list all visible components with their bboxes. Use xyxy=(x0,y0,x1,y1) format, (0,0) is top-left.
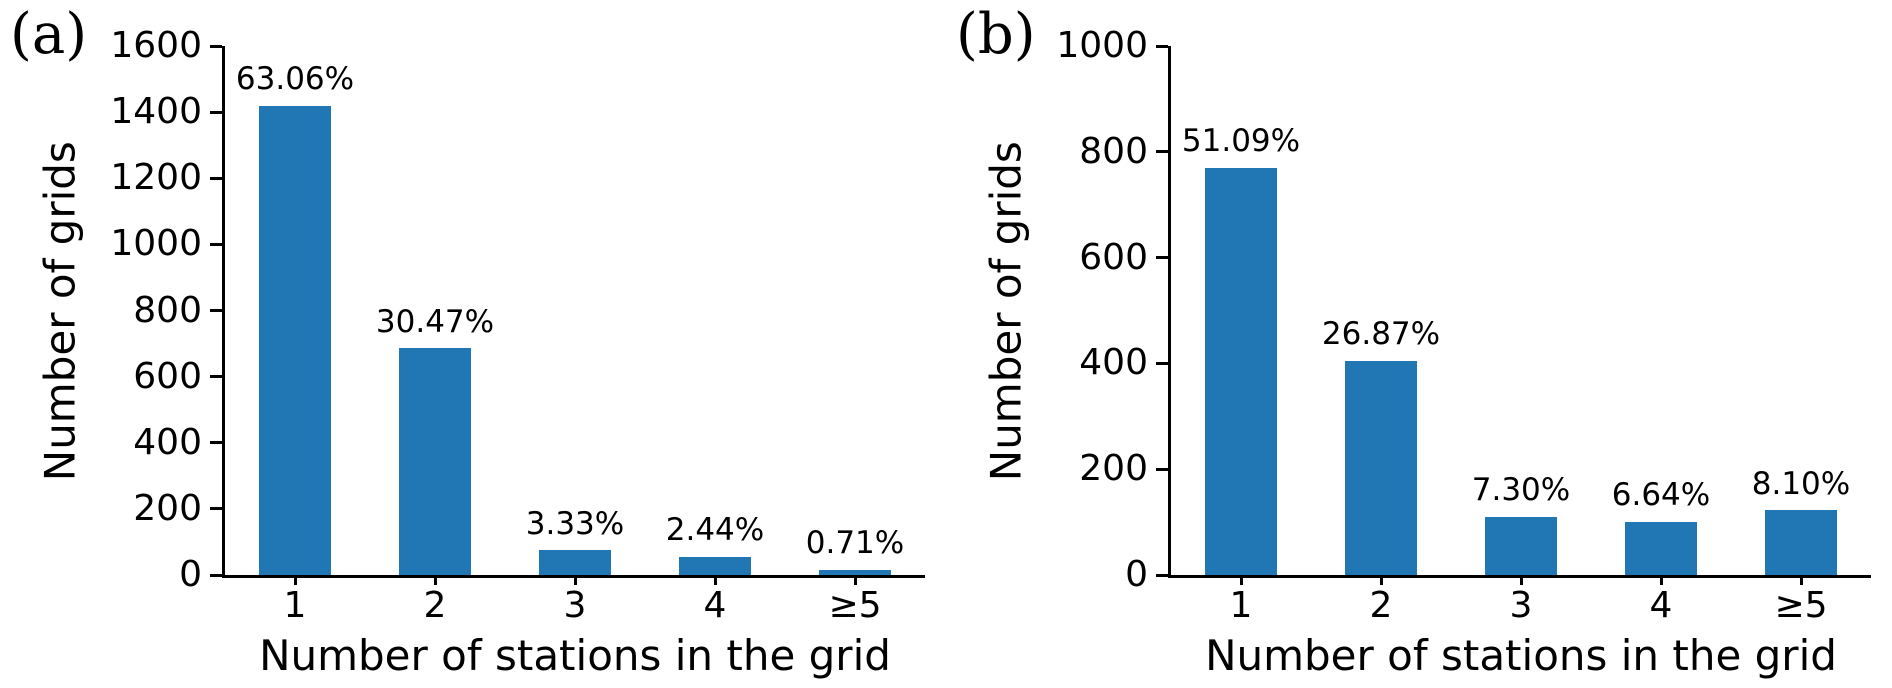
y-tick-label: 1200 xyxy=(110,157,202,199)
y-tick-label: 1600 xyxy=(110,25,202,66)
y-tick-mark xyxy=(1156,467,1168,471)
y-tick-mark xyxy=(210,242,222,246)
x-tick-mark xyxy=(713,575,717,585)
x-tick-mark xyxy=(293,575,297,585)
x-tick-label: 4 xyxy=(703,585,727,626)
panel-a-label: (a) xyxy=(10,2,88,67)
bar-value-label: 6.64% xyxy=(1611,477,1711,514)
x-tick-mark xyxy=(433,575,437,585)
bar xyxy=(1624,522,1698,575)
y-tick-mark xyxy=(1156,44,1168,48)
bar-chart-b: 0 200 400 600 800 1000 51.09% 1 26.87% 2 7.30% 3 6.6… xyxy=(981,25,1871,680)
bar xyxy=(258,105,332,575)
y-tick-mark xyxy=(210,110,222,114)
bar xyxy=(1204,167,1278,575)
bar-value-label: 63.06% xyxy=(235,60,355,97)
bar xyxy=(678,556,752,575)
x-tick-mark xyxy=(853,575,857,585)
panel-a: (a) 0 200 400 600 800 1000 1200 1400 1600 63.06% 1… xyxy=(10,2,925,680)
y-tick-label: 1400 xyxy=(110,91,202,133)
bar-value-label: 8.10% xyxy=(1751,465,1851,502)
x-tick-mark xyxy=(1519,575,1523,585)
bar-chart-a: 0 200 400 600 800 1000 1200 1400 1600 63.06% 1 30.4… xyxy=(35,25,925,680)
bar-value-label: 7.30% xyxy=(1471,472,1571,509)
panel-b-label: (b) xyxy=(956,2,1036,67)
y-tick-mark xyxy=(210,44,222,48)
y-tick-mark xyxy=(1156,150,1168,154)
bar xyxy=(818,569,892,575)
y-tick-mark xyxy=(1156,361,1168,365)
y-tick-label: 600 xyxy=(133,355,202,397)
bar xyxy=(398,348,472,575)
y-tick-label: 1000 xyxy=(1056,25,1148,66)
x-tick-label: 4 xyxy=(1649,585,1673,626)
bar-value-label: 2.44% xyxy=(665,512,765,549)
y-tick-label: 800 xyxy=(133,289,202,331)
bar-value-label: 26.87% xyxy=(1321,316,1441,353)
y-tick-label: 400 xyxy=(1079,342,1148,384)
x-tick-label: 3 xyxy=(1509,585,1533,626)
y-axis-line xyxy=(222,46,225,575)
y-tick-label: 800 xyxy=(1079,130,1148,172)
y-axis-title: Number of grids xyxy=(34,140,84,481)
y-tick-mark xyxy=(210,507,222,511)
y-axis-title: Number of grids xyxy=(980,140,1030,481)
bar xyxy=(1344,360,1418,575)
x-tick-mark xyxy=(1659,575,1663,585)
x-tick-label: 1 xyxy=(1229,585,1253,626)
y-tick-label: 400 xyxy=(133,421,202,463)
x-tick-mark xyxy=(1799,575,1803,585)
x-tick-mark xyxy=(1379,575,1383,585)
y-tick-mark xyxy=(210,441,222,445)
panel-b: (b) 0 200 400 600 800 1000 51.09% 1 26.87% 2 7.30%… xyxy=(946,0,1892,688)
bar xyxy=(538,550,612,575)
y-axis-line xyxy=(1168,46,1171,575)
x-tick-label: 3 xyxy=(563,585,587,626)
bar-value-label: 51.09% xyxy=(1181,123,1301,160)
bar xyxy=(1484,516,1558,575)
y-tick-label: 200 xyxy=(1079,448,1148,490)
bar xyxy=(1764,510,1838,575)
y-tick-label: 0 xyxy=(179,554,202,595)
y-tick-label: 1000 xyxy=(110,223,202,265)
x-tick-label: 2 xyxy=(1369,585,1393,626)
x-axis-title: Number of stations in the grid xyxy=(1205,631,1837,680)
y-tick-label: 200 xyxy=(133,487,202,529)
x-tick-mark xyxy=(573,575,577,585)
y-tick-mark xyxy=(210,176,222,180)
y-tick-mark xyxy=(1156,256,1168,260)
x-tick-mark xyxy=(1239,575,1243,585)
y-tick-label: 0 xyxy=(1125,554,1148,595)
y-tick-mark xyxy=(210,375,222,379)
y-tick-mark xyxy=(210,309,222,312)
x-tick-label: 2 xyxy=(423,585,447,626)
bar-value-label: 3.33% xyxy=(525,505,625,542)
x-axis-title: Number of stations in the grid xyxy=(259,631,891,680)
y-tick-label: 600 xyxy=(1079,236,1148,278)
y-tick-mark xyxy=(1156,573,1168,577)
bar-value-label: 30.47% xyxy=(375,303,495,340)
y-tick-mark xyxy=(210,573,222,577)
x-tick-label: ≥5 xyxy=(828,585,882,626)
x-tick-label: 1 xyxy=(283,585,307,626)
x-tick-label: ≥5 xyxy=(1774,585,1828,626)
bar-value-label: 0.71% xyxy=(805,525,905,562)
